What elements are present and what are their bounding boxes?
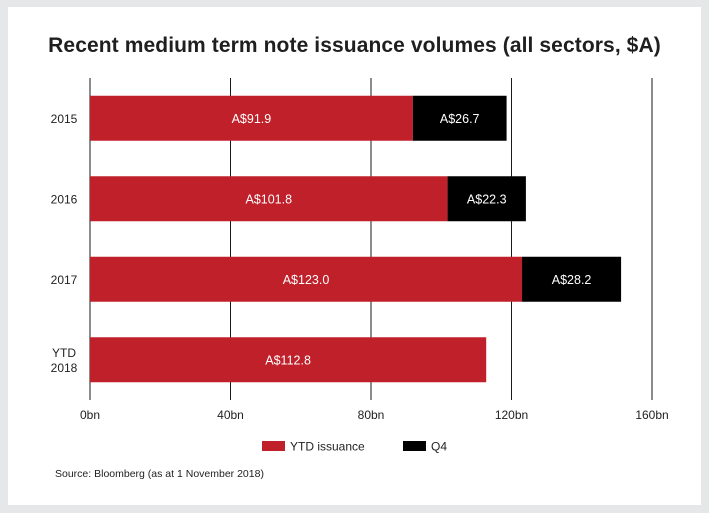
bar-segment-q4 — [412, 95, 507, 141]
data-label: A$123.0 — [283, 273, 330, 287]
data-label: A$26.7 — [440, 112, 480, 126]
category-axis: 2015 2016 2017 YTD 2018 — [51, 112, 78, 375]
legend: YTD issuance Q4 — [262, 440, 447, 454]
bar-segment-ytd — [90, 256, 523, 302]
x-tick-label: 80bn — [358, 408, 385, 422]
data-label: A$22.3 — [467, 192, 507, 206]
data-label: A$28.2 — [552, 273, 592, 287]
x-tick-label: 0bn — [80, 408, 100, 422]
data-label: A$101.8 — [245, 192, 292, 206]
bar-segment-ytd — [90, 337, 487, 383]
bar-segment-ytd — [90, 176, 448, 222]
bar-segment-ytd — [90, 95, 413, 141]
bar-segment-q4 — [447, 176, 526, 222]
category-label: YTD 2018 — [51, 346, 78, 375]
source-note: Source: Bloomberg (as at 1 November 2018… — [55, 468, 264, 480]
category-label: 2017 — [51, 273, 78, 287]
legend-label: Q4 — [431, 440, 447, 454]
legend-swatch-ytd — [262, 441, 285, 451]
value-axis: 0bn 40bn 80bn 120bn 160bn — [80, 408, 669, 422]
x-tick-label: 120bn — [495, 408, 528, 422]
legend-swatch-q4 — [403, 441, 426, 451]
data-label: A$112.8 — [265, 353, 311, 367]
x-tick-label: 160bn — [635, 408, 668, 422]
category-label: 2015 — [51, 112, 78, 126]
bar-segment-q4 — [522, 256, 622, 302]
chart-card — [8, 7, 701, 505]
x-tick-label: 40bn — [217, 408, 244, 422]
data-label: A$91.9 — [232, 112, 272, 126]
legend-label: YTD issuance — [290, 440, 365, 454]
chart-title: Recent medium term note issuance volumes… — [48, 34, 661, 57]
category-label: 2016 — [51, 192, 78, 206]
bar-layer: A$91.9 A$26.7 A$101.8 A$22.3 A$123.0 A$28.2 A$… — [90, 95, 622, 383]
